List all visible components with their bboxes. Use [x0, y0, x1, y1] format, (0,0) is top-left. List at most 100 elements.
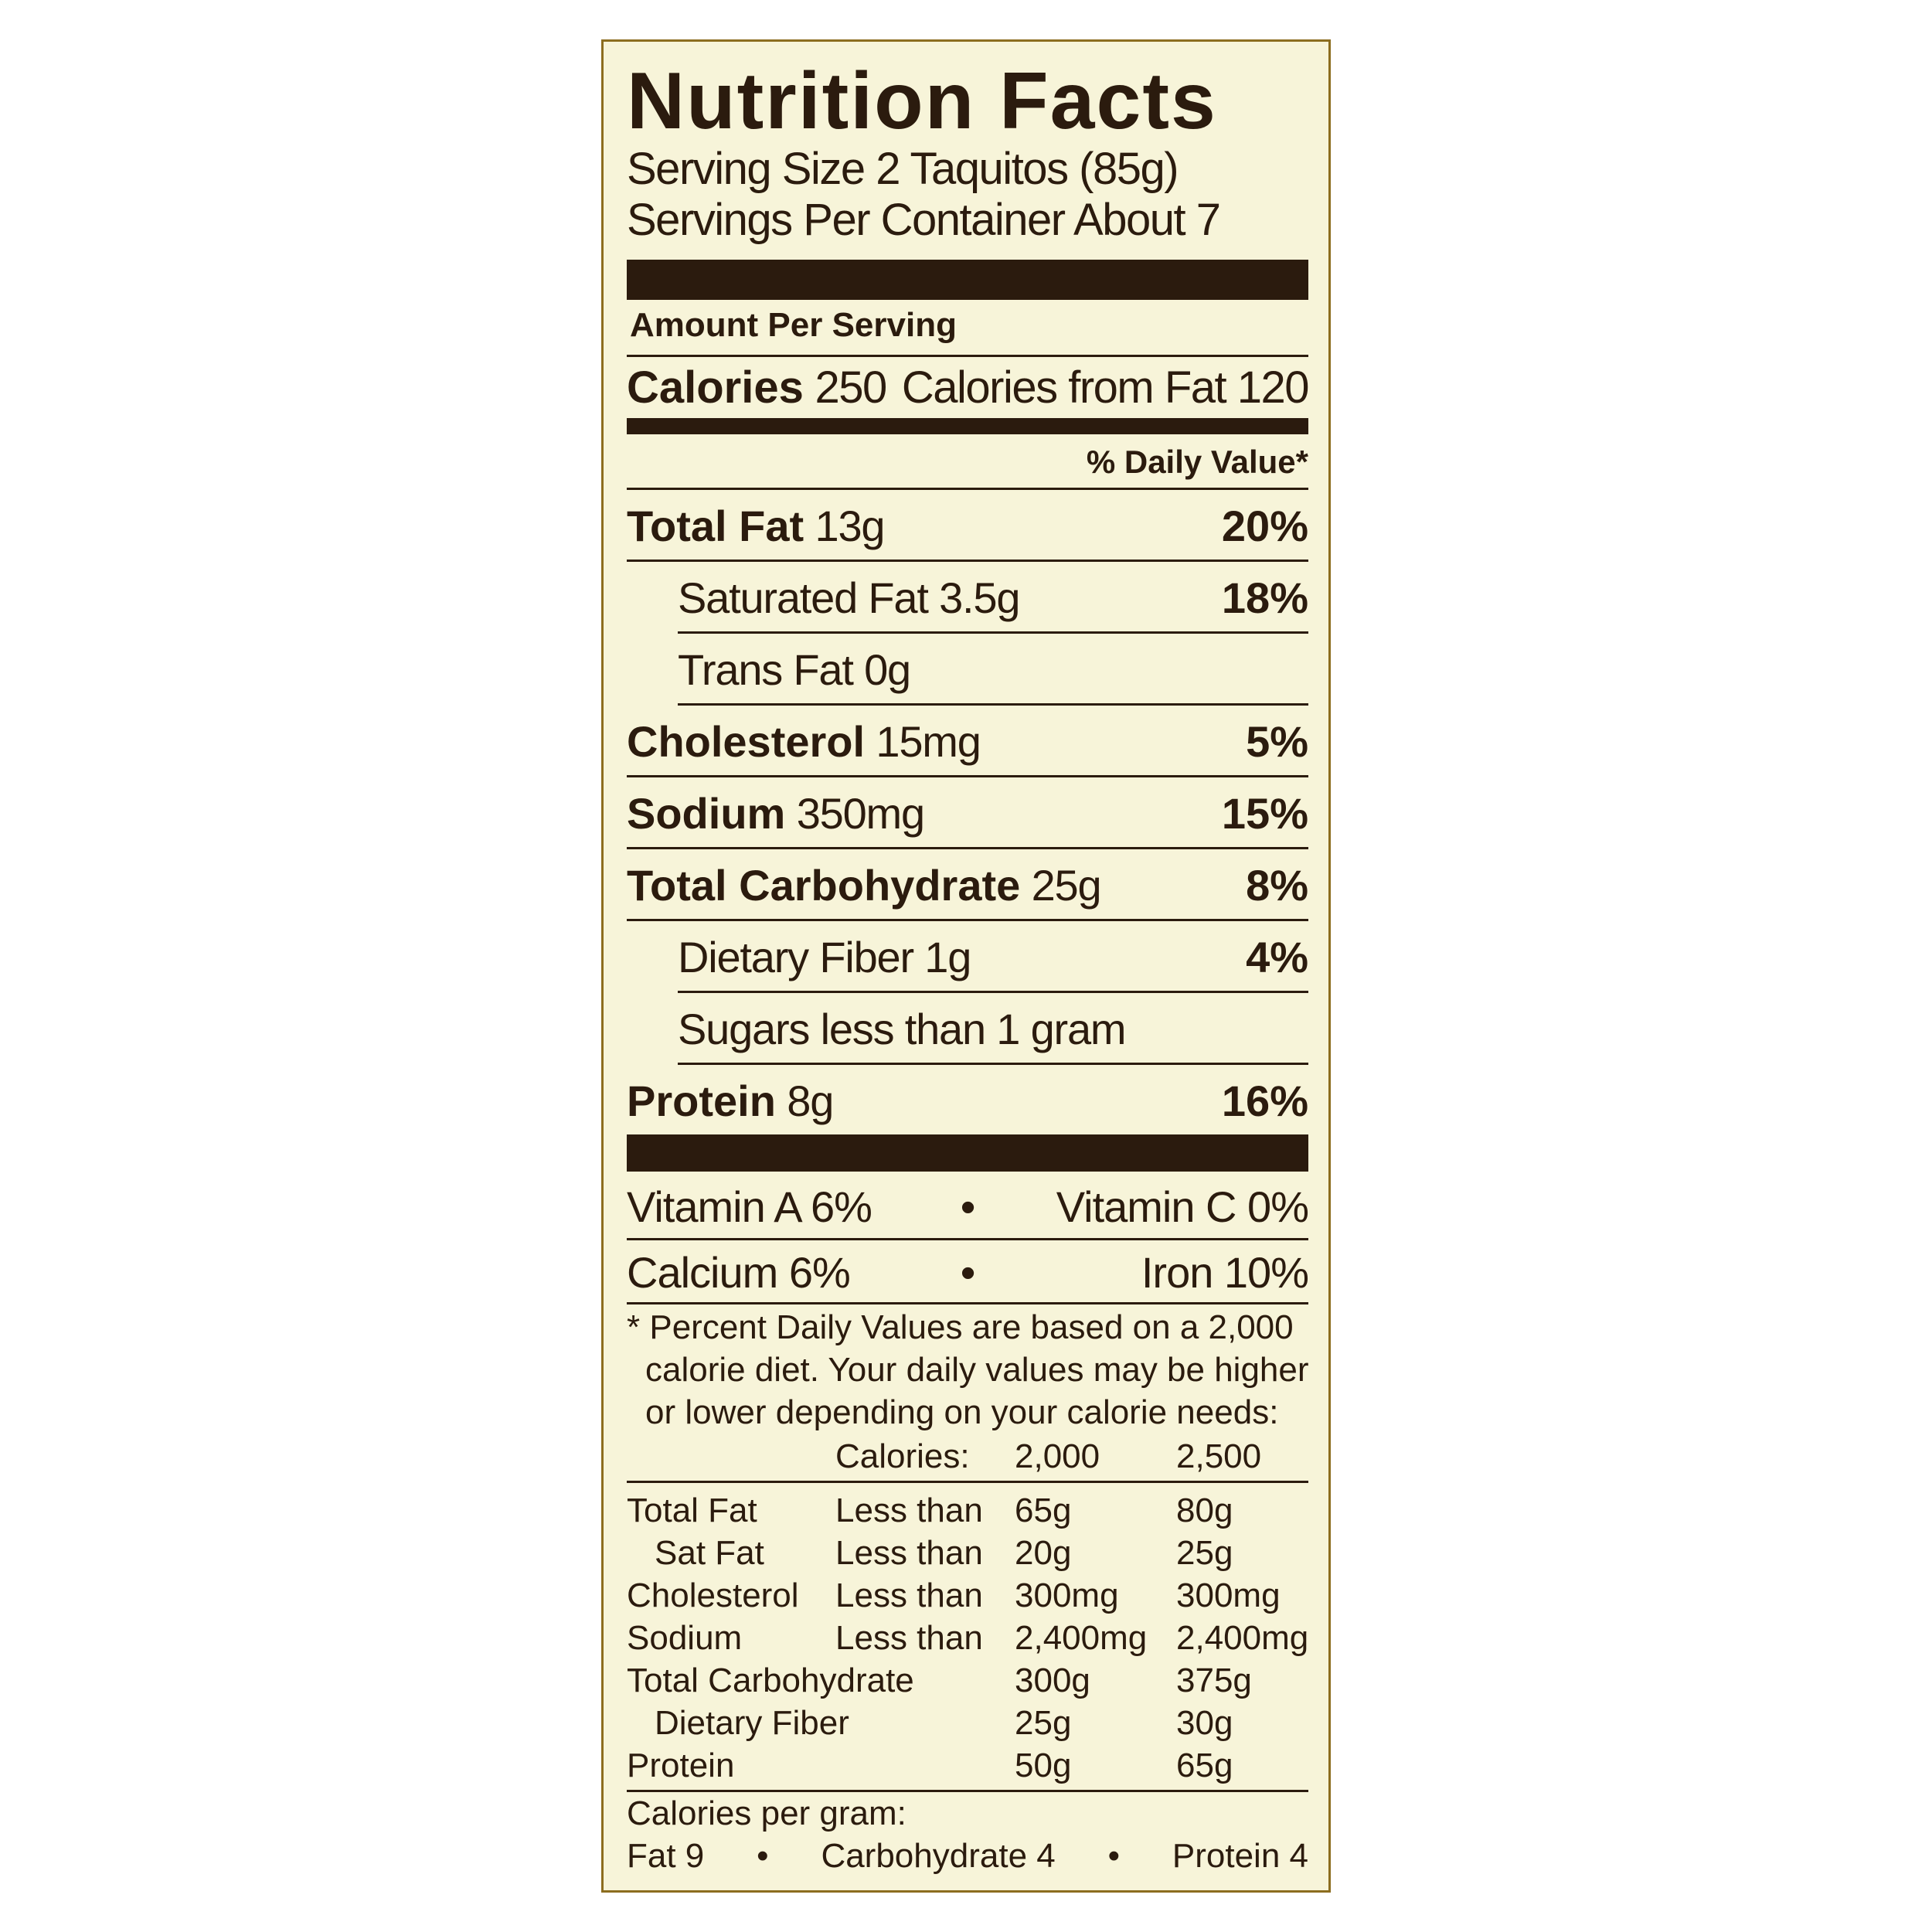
calories-row: Calories 250 Calories from Fat 120	[627, 357, 1310, 418]
table-row: Total Fat Less than 65g 80g	[627, 1489, 1308, 1532]
calories-per-gram: Calories per gram: Fat 9 • Carbohydrate …	[627, 1792, 1308, 1877]
table-cell: 65g	[1015, 1492, 1072, 1529]
table-cell: Cholesterol	[627, 1577, 799, 1614]
nutrient-amount: 0g	[864, 645, 911, 694]
calories-value: 250	[815, 362, 888, 413]
iron: Iron 10%	[1141, 1248, 1309, 1297]
label-title: Nutrition Facts	[627, 56, 1217, 146]
table-cell: 20g	[1015, 1534, 1072, 1572]
vitamin-c: Vitamin C 0%	[1056, 1182, 1309, 1231]
table-cell: 375g	[1176, 1662, 1252, 1699]
nutrient-amount: 15mg	[876, 717, 981, 766]
nutrition-facts-label: Nutrition Facts Serving Size 2 Taquitos …	[601, 39, 1331, 1893]
table-row: Cholesterol Less than 300mg 300mg	[627, 1574, 1308, 1617]
nutrient-row-total-fat: Total Fat 13g 20%	[627, 490, 1308, 562]
bullet-icon: •	[757, 1837, 769, 1875]
protein-calories: Protein 4	[1172, 1837, 1308, 1875]
servings-per-container: Servings Per Container About 7	[627, 195, 1221, 245]
nutrient-row-sugars: Sugars less than 1 gram	[678, 993, 1308, 1065]
nutrient-name: Saturated Fat	[678, 573, 929, 622]
nutrient-amount: 25g	[1031, 861, 1102, 910]
nutrient-name: Cholesterol	[627, 717, 866, 766]
nutrient-percent: 5%	[1246, 717, 1308, 766]
medium-divider	[627, 418, 1308, 434]
serving-size: Serving Size 2 Taquitos (85g)	[627, 144, 1179, 194]
fat-calories: Fat 9	[627, 1837, 705, 1875]
nutrient-row-saturated-fat: Saturated Fat 3.5g 18%	[678, 562, 1308, 634]
calcium: Calcium 6%	[627, 1248, 851, 1297]
thick-divider	[627, 260, 1308, 300]
carbohydrate-calories: Carbohydrate 4	[821, 1837, 1056, 1875]
table-cell: Dietary Fiber	[655, 1704, 849, 1742]
calories-label: Calories	[627, 362, 804, 413]
nutrient-name: Sodium	[627, 789, 786, 838]
table-cell: 300mg	[1015, 1577, 1119, 1614]
table-cell: 300mg	[1176, 1577, 1281, 1614]
table-cell: 2,500	[1176, 1437, 1262, 1475]
table-cell: Total Carbohydrate	[627, 1662, 914, 1699]
table-cell: 25g	[1176, 1534, 1233, 1572]
calories-per-gram-label: Calories per gram:	[627, 1794, 906, 1832]
table-row: Total Carbohydrate 300g 375g	[627, 1659, 1308, 1702]
nutrient-row-cholesterol: Cholesterol 15mg 5%	[627, 706, 1308, 777]
nutrient-amount: 1g	[924, 933, 971, 981]
nutrient-name: Dietary Fiber	[678, 933, 914, 981]
table-row: Protein 50g 65g	[627, 1744, 1308, 1787]
nutrient-amount: 350mg	[796, 789, 925, 838]
table-cell	[627, 1434, 835, 1481]
table-cell: 2,000	[1015, 1437, 1100, 1475]
nutrient-row-trans-fat: Trans Fat 0g	[678, 634, 1308, 706]
nutrient-row-total-carbohydrate: Total Carbohydrate 25g 8%	[627, 849, 1308, 921]
footnote-line: or lower depending on your calorie needs…	[645, 1393, 1279, 1431]
nutrient-amount: 13g	[815, 502, 886, 550]
table-cell: Sodium	[627, 1619, 743, 1657]
footnote-line: * Percent Daily Values are based on a 2,…	[627, 1308, 1294, 1346]
table-cell: 50g	[1015, 1747, 1072, 1784]
nutrient-percent: 20%	[1221, 502, 1308, 550]
nutrient-percent: 15%	[1221, 789, 1308, 838]
vitamin-a: Vitamin A 6%	[627, 1182, 872, 1231]
table-cell: Calories:	[835, 1437, 970, 1475]
table-cell: Total Fat	[627, 1492, 757, 1529]
table-cell: 2,400mg	[1176, 1619, 1309, 1657]
nutrient-percent: 8%	[1246, 861, 1308, 910]
nutrient-name: Total Fat	[627, 502, 804, 550]
nutrient-amount: 8g	[787, 1077, 834, 1125]
table-cell: 300g	[1015, 1662, 1090, 1699]
table-cell: Sat Fat	[655, 1534, 764, 1572]
nutrient-percent: 16%	[1221, 1077, 1308, 1125]
footnote: * Percent Daily Values are based on a 2,…	[627, 1304, 1309, 1434]
nutrient-percent: 18%	[1221, 573, 1308, 622]
daily-value-header: % Daily Value*	[627, 434, 1308, 490]
table-cell: 25g	[1015, 1704, 1072, 1742]
nutrient-amount: less than 1 gram	[820, 1005, 1127, 1053]
table-cell: 30g	[1176, 1704, 1233, 1742]
footnote-line: calorie diet. Your daily values may be h…	[645, 1351, 1309, 1389]
table-header: Calories: 2,000 2,500	[627, 1434, 1308, 1483]
table-cell: 65g	[1176, 1747, 1233, 1784]
nutrient-name: Trans Fat	[678, 645, 854, 694]
table-cell: Less than	[835, 1577, 983, 1614]
nutrient-name: Total Carbohydrate	[627, 861, 1021, 910]
bullet-icon: •	[960, 1248, 976, 1297]
table-row: Sat Fat Less than 20g 25g	[627, 1532, 1308, 1574]
nutrient-name: Sugars	[678, 1005, 810, 1053]
nutrient-row-dietary-fiber: Dietary Fiber 1g 4%	[678, 921, 1308, 993]
calories-from-fat: Calories from Fat 120	[901, 362, 1310, 413]
table-row: Dietary Fiber 25g 30g	[627, 1702, 1308, 1744]
vitamin-row: Vitamin A 6% • Vitamin C 0%	[627, 1172, 1309, 1240]
nutrient-row-protein: Protein 8g 16%	[627, 1065, 1308, 1134]
nutrient-row-sodium: Sodium 350mg 15%	[627, 777, 1308, 849]
nutrient-percent: 4%	[1246, 933, 1308, 981]
daily-value-table: Calories: 2,000 2,500 Total Fat Less than…	[627, 1434, 1308, 1792]
table-cell: Less than	[835, 1534, 983, 1572]
table-cell: Protein	[627, 1747, 735, 1784]
mineral-row: Calcium 6% • Iron 10%	[627, 1240, 1309, 1304]
bullet-icon: •	[960, 1182, 976, 1231]
table-cell: 80g	[1176, 1492, 1233, 1529]
nutrient-amount: 3.5g	[939, 573, 1020, 622]
table-cell: 2,400mg	[1015, 1619, 1148, 1657]
bullet-icon: •	[1107, 1837, 1121, 1875]
table-cell: Less than	[835, 1619, 983, 1657]
amount-per-serving: Amount Per Serving	[627, 300, 1308, 357]
